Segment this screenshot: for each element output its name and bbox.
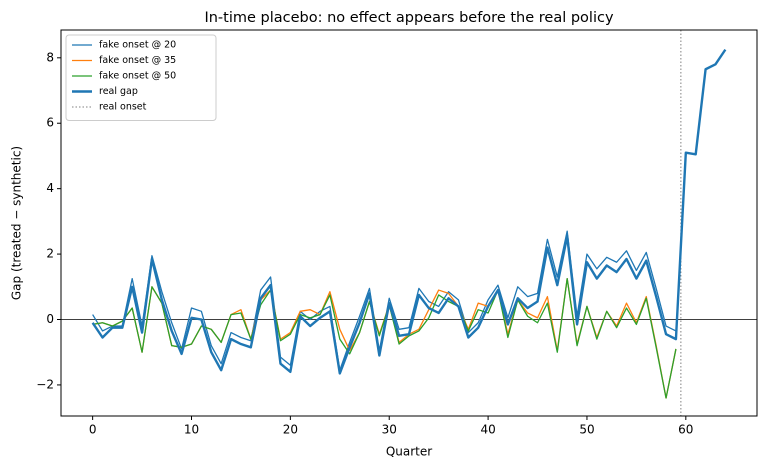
y-axis-label: Gap (treated − synthetic): [10, 146, 24, 300]
series-line: [92, 277, 677, 399]
series-line: [92, 277, 677, 399]
x-axis-label: Quarter: [386, 445, 432, 459]
x-tick-label: 60: [678, 423, 693, 437]
x-tick-label: 30: [382, 423, 397, 437]
y-tick-label: 2: [46, 247, 54, 261]
x-tick-label: 20: [283, 423, 298, 437]
y-tick-label: 4: [46, 181, 54, 195]
series-line: [91, 48, 727, 375]
plot-frame: [60, 29, 758, 417]
y-tick-label: 6: [46, 116, 54, 130]
x-tick-label: 10: [184, 423, 199, 437]
legend-label: fake onset @ 20: [99, 40, 176, 51]
x-tick-label: 50: [579, 423, 594, 437]
chart-title: In-time placebo: no effect appears befor…: [204, 10, 614, 26]
y-tick-label: −2: [36, 377, 54, 391]
y-tick-label: 0: [46, 312, 54, 326]
legend-label: fake onset @ 35: [99, 55, 176, 66]
legend-label: real onset: [99, 102, 147, 113]
legend-label: fake onset @ 50: [99, 71, 176, 82]
legend-label: real gap: [99, 86, 138, 97]
legend-box: [65, 34, 217, 121]
x-tick-label: 0: [89, 423, 97, 437]
x-tick-label: 40: [480, 423, 495, 437]
y-tick-label: 8: [46, 50, 54, 64]
